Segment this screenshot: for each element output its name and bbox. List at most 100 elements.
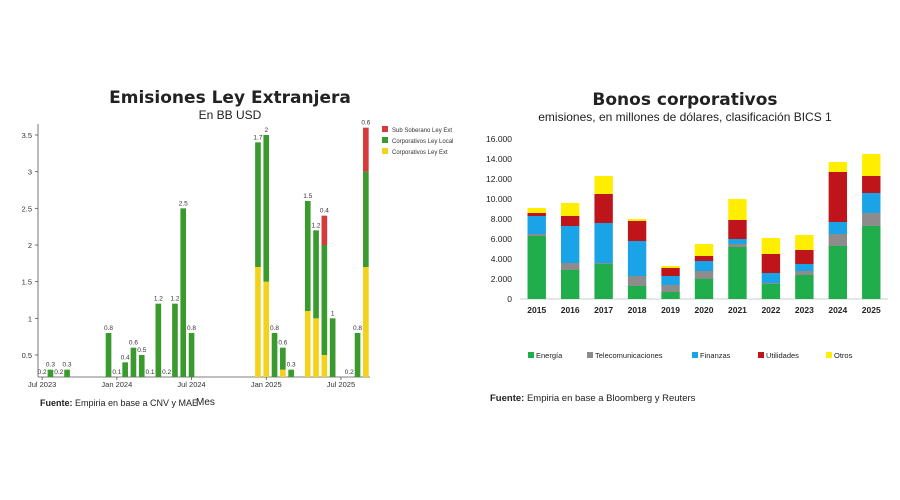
right-bar-segment xyxy=(694,261,714,271)
left-bar-segment xyxy=(304,201,311,311)
left-y-tick-label: 3 xyxy=(28,168,32,177)
left-bar-segment xyxy=(255,142,261,267)
right-x-tick-label: 2016 xyxy=(561,305,580,315)
right-bar-segment xyxy=(828,234,848,246)
right-legend-label: Utilidades xyxy=(766,351,799,360)
right-bar-segment xyxy=(527,236,546,299)
right-bar-segment xyxy=(828,222,848,234)
right-bar-segment xyxy=(761,254,781,273)
right-bar-segment xyxy=(627,276,647,286)
left-x-tick-label: Jul 2024 xyxy=(177,380,205,389)
right-bar-segment xyxy=(728,244,747,247)
right-bar-segment xyxy=(527,208,546,213)
right-x-tick-label: 2017 xyxy=(594,305,613,315)
left-legend-swatch xyxy=(382,148,388,154)
right-legend-swatch xyxy=(692,352,698,358)
left-bar-segment xyxy=(263,135,270,282)
left-bar-segment xyxy=(280,347,286,370)
right-bar-segment xyxy=(627,241,647,276)
left-bar-data-label: 1.5 xyxy=(303,193,312,200)
left-bar-data-label: 1.2 xyxy=(312,222,321,229)
left-bar-segment xyxy=(280,369,286,377)
right-y-tick-label: 8.000 xyxy=(491,214,513,224)
left-bar-segment xyxy=(288,369,294,377)
left-chart-title: Emisiones Ley Extranjera xyxy=(109,88,351,108)
left-bar-data-label: 0.8 xyxy=(104,325,113,332)
left-bar-segment xyxy=(155,303,162,377)
right-chart-title: Bonos corporativos xyxy=(592,90,778,110)
right-x-tick-label: 2023 xyxy=(795,305,814,315)
left-bar-segment xyxy=(105,333,112,377)
left-bar-data-label: 0.6 xyxy=(361,120,370,127)
right-y-tick-label: 16.000 xyxy=(486,134,512,144)
left-legend-swatch xyxy=(382,126,388,132)
left-bar-segment xyxy=(130,347,137,377)
left-bar-data-label: 0.6 xyxy=(278,340,287,347)
left-bar-segment xyxy=(263,281,270,377)
right-legend-label: Energía xyxy=(536,351,563,360)
right-bar-segment xyxy=(728,199,747,220)
left-bar-data-label: 1 xyxy=(331,310,335,317)
left-y-tick-label: 2 xyxy=(28,241,32,250)
left-bar-data-label: 0.3 xyxy=(46,362,55,369)
right-legend-label: Finanzas xyxy=(700,351,731,360)
right-legend-label: Telecomunicaciones xyxy=(595,351,663,360)
left-bar-segment xyxy=(172,303,178,377)
right-legend-swatch xyxy=(758,352,764,358)
right-bar-segment xyxy=(661,268,680,276)
right-x-tick-label: 2022 xyxy=(761,305,780,315)
right-legend-label: Otros xyxy=(834,351,853,360)
right-chart-subtitle: emisiones, en millones de dólares, clasi… xyxy=(538,110,832,124)
left-bar-segment xyxy=(363,127,369,172)
right-bar-segment xyxy=(661,285,680,292)
left-chart-svg: 0.5 1 1.5 2 2.5 3 3.5 Jul 2023 Jan 2024 Jul 2024 J… xyxy=(22,120,454,389)
left-xaxis-label: Mes xyxy=(196,397,215,408)
right-bar-segment xyxy=(694,256,714,261)
left-bar-data-label: 0.5 xyxy=(137,347,146,354)
right-bar-segment xyxy=(728,247,747,299)
right-chart-svg: 0 2.000 4.000 6.000 8.000 10.000 12.000 14.000 1… xyxy=(486,134,888,360)
left-bar-data-label: 1.7 xyxy=(253,134,262,141)
left-y-tick-label: 0.5 xyxy=(22,351,32,360)
right-source: Fuente: Empiria en base a Bloomberg y Re… xyxy=(490,393,695,404)
right-bar-segment xyxy=(560,203,580,216)
right-legend-swatch xyxy=(587,352,593,358)
right-bar-segment xyxy=(527,216,546,234)
left-bar-segment xyxy=(271,333,278,377)
left-bar-segment xyxy=(321,245,328,355)
left-y-tick-label: 1 xyxy=(28,314,32,323)
right-bar-segment xyxy=(594,263,613,264)
right-y-tick-label: 2.000 xyxy=(491,274,513,284)
left-bar-segment xyxy=(47,369,54,377)
right-bar-segment xyxy=(694,279,714,299)
right-y-tick-label: 6.000 xyxy=(491,234,513,244)
left-bar-data-label: 2 xyxy=(264,127,268,134)
right-bar-segment xyxy=(594,264,613,299)
right-x-tick-label: 2020 xyxy=(695,305,714,315)
right-bar-segment xyxy=(862,154,881,176)
right-bar-segment xyxy=(862,193,881,213)
right-bar-segment xyxy=(694,244,714,256)
left-bar-segment xyxy=(188,333,195,377)
left-bar-segment xyxy=(354,333,361,377)
right-bar-segment xyxy=(795,264,814,271)
left-bar-data-label: 0.1 xyxy=(112,369,121,376)
right-bar-segment xyxy=(728,220,747,239)
right-source-label: Fuente: xyxy=(490,393,525,404)
right-y-tick-label: 12.000 xyxy=(486,174,512,184)
right-bar-segment xyxy=(627,221,647,241)
left-bar-data-label: 0.2 xyxy=(38,369,47,376)
left-bar-segment xyxy=(363,171,369,267)
right-x-tick-label: 2021 xyxy=(728,305,747,315)
left-bar-data-label: 0.3 xyxy=(287,362,296,369)
right-bar-segment xyxy=(761,283,781,284)
right-chart-panel: Bonos corporativos emisiones, en millone… xyxy=(470,0,900,500)
left-legend-label: Sub Soberano Ley Ext xyxy=(392,128,452,134)
left-bar-segment xyxy=(321,355,328,377)
right-bar-segment xyxy=(828,162,848,172)
left-y-tick-label: 2.5 xyxy=(22,204,32,213)
right-bar-segment xyxy=(627,219,647,221)
left-legend-label: Corporativos Ley Local xyxy=(392,139,453,145)
left-bar-segment xyxy=(138,355,145,377)
left-chart-panel: Emisiones Ley Extranjera En BB USD 0.5 1 1… xyxy=(22,88,454,408)
